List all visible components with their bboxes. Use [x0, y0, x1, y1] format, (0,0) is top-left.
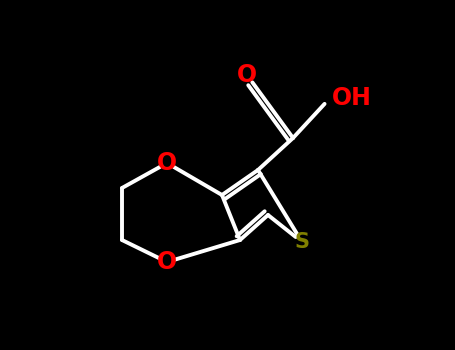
Text: O: O: [157, 250, 177, 274]
Text: OH: OH: [332, 86, 372, 110]
Text: O: O: [237, 63, 257, 87]
Text: S: S: [294, 232, 309, 252]
Text: O: O: [157, 151, 177, 175]
